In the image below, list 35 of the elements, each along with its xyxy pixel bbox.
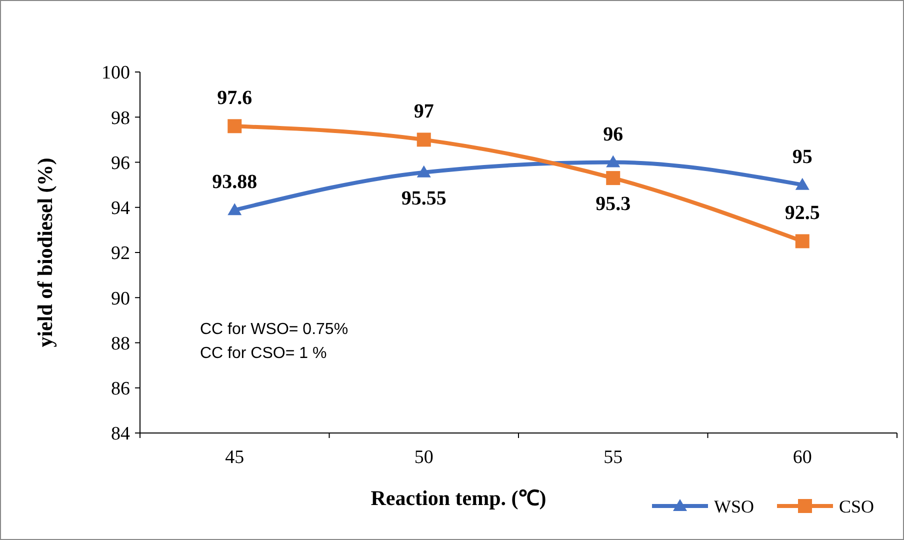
data-label: 96 <box>603 123 624 146</box>
y-tick-label: 98 <box>111 108 130 129</box>
point <box>606 155 620 168</box>
annotation: CC for WSO= 0.75% <box>200 321 348 338</box>
y-tick-label: 92 <box>111 243 130 264</box>
data-label: 95 <box>792 146 812 168</box>
data-label: 95.55 <box>401 187 446 210</box>
x-tick-label: 45 <box>225 447 244 468</box>
point <box>606 171 620 186</box>
x-axis-title: Reaction temp. (℃) <box>370 486 546 510</box>
annotation: CC for CSO= 1 % <box>200 345 327 362</box>
point <box>795 178 810 190</box>
y-tick-label: 94 <box>111 198 130 220</box>
data-label: 92.5 <box>784 202 820 224</box>
y-axis-title: yield of biodiesel (%) <box>33 158 57 348</box>
y-tick-label: 88 <box>111 333 130 354</box>
legend-label: CSO <box>839 496 874 516</box>
data-label: 97.6 <box>217 87 252 110</box>
data-label: 95.3 <box>596 193 631 216</box>
x-tick-label: 50 <box>414 447 434 468</box>
point <box>228 203 242 216</box>
y-tick-label: 96 <box>111 152 130 174</box>
y-tick-label: 100 <box>102 62 130 84</box>
x-tick-label: 55 <box>604 447 623 468</box>
data-label: 93.88 <box>212 171 258 194</box>
point <box>228 119 242 134</box>
point <box>795 234 810 248</box>
y-tick-label: 84 <box>111 424 130 445</box>
legend-label: WSO <box>714 496 754 516</box>
x-tick-label: 60 <box>792 447 812 468</box>
point <box>416 132 431 147</box>
y-tick-label: 90 <box>111 288 130 310</box>
y-tick-label: 86 <box>111 378 130 400</box>
data-label: 97 <box>414 100 434 123</box>
point <box>416 165 431 178</box>
